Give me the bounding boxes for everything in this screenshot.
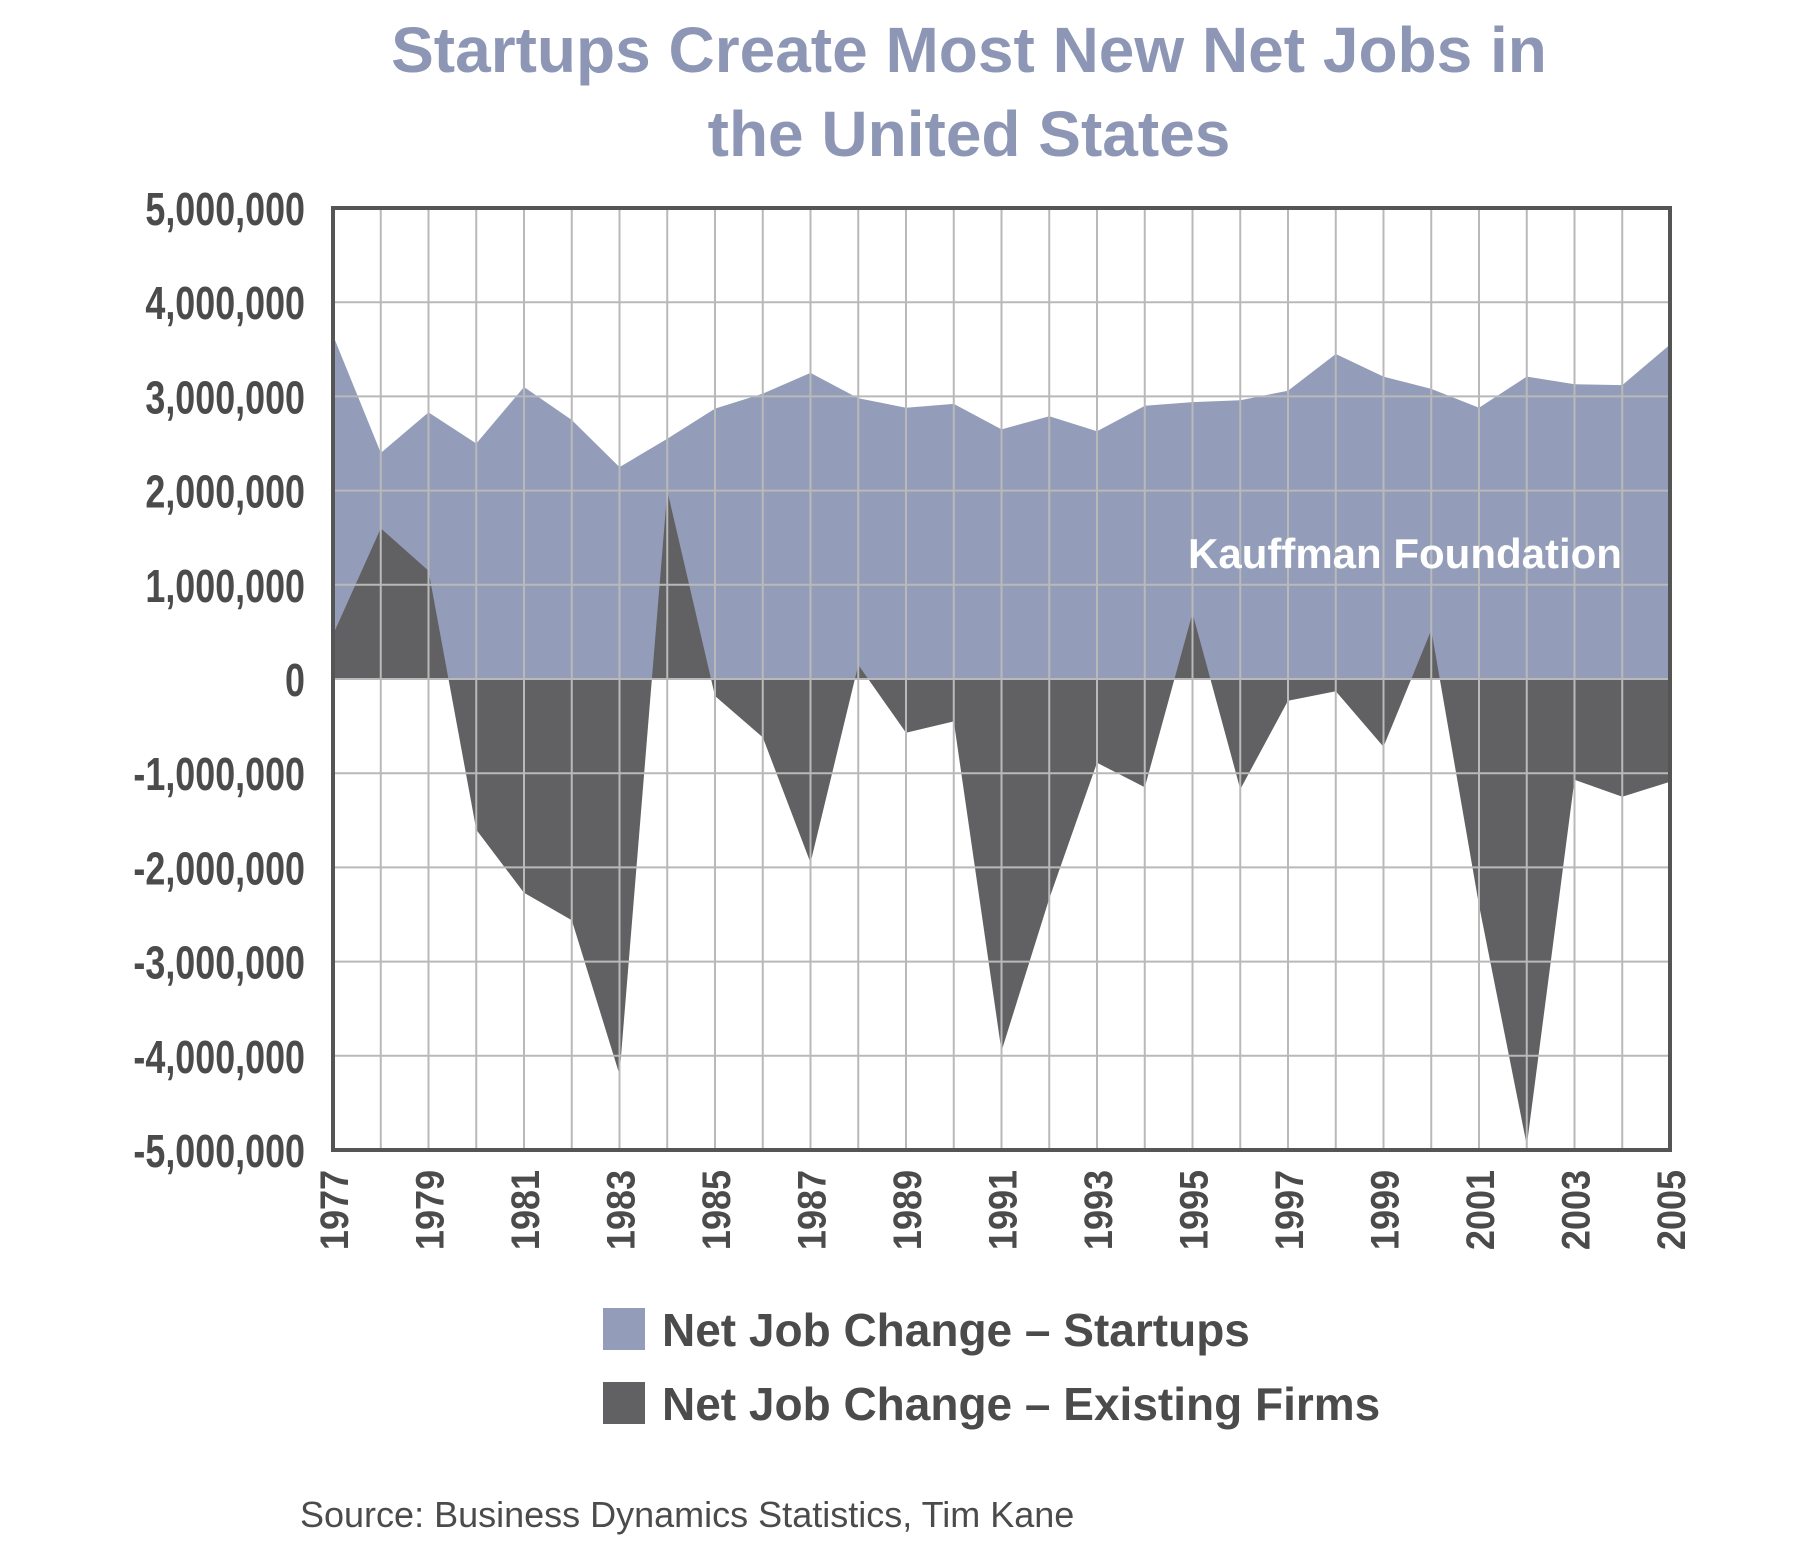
x-tick-label: 1983 xyxy=(600,1170,644,1250)
x-tick-label: 1997 xyxy=(1268,1170,1312,1250)
legend-swatch-existing xyxy=(603,1382,645,1424)
x-tick-label: 1987 xyxy=(791,1170,835,1250)
legend-label-startups: Net Job Change – Startups xyxy=(662,1304,1250,1356)
y-tick-label: -5,000,000 xyxy=(133,1126,305,1177)
y-tick-label: 4,000,000 xyxy=(145,278,305,329)
legend-swatch-startups xyxy=(603,1308,645,1350)
grid xyxy=(332,207,1671,1151)
legend: Net Job Change – Startups Net Job Change… xyxy=(603,1304,1380,1430)
y-tick-label: 0 xyxy=(285,655,305,706)
y-tick-label: -3,000,000 xyxy=(133,937,305,988)
x-tick-label: 1985 xyxy=(695,1170,739,1250)
y-axis: 5,000,000 4,000,000 3,000,000 2,000,000 1,00… xyxy=(133,184,305,1177)
x-tick-label: 1999 xyxy=(1364,1170,1408,1250)
chart-title-line-2: the United States xyxy=(708,98,1231,170)
source-note: Source: Business Dynamics Statistics, Ti… xyxy=(300,1494,1074,1535)
y-tick-label: 5,000,000 xyxy=(145,184,305,235)
x-axis: 1977 1979 1981 1983 1985 1987 1989 1991 1993 1995… xyxy=(313,1170,1694,1250)
y-tick-label: -4,000,000 xyxy=(133,1032,305,1083)
y-tick-label: 3,000,000 xyxy=(145,372,305,423)
chart-title-line-1: Startups Create Most New Net Jobs in xyxy=(391,14,1547,86)
x-tick-label: 1995 xyxy=(1173,1170,1217,1250)
x-tick-label: 2001 xyxy=(1459,1170,1503,1250)
y-tick-label: -1,000,000 xyxy=(133,749,305,800)
x-tick-label: 1989 xyxy=(886,1170,930,1250)
x-tick-label: 2003 xyxy=(1555,1170,1599,1250)
x-tick-label: 1979 xyxy=(409,1170,453,1250)
y-tick-label: 2,000,000 xyxy=(145,466,305,517)
x-tick-label: 1993 xyxy=(1077,1170,1121,1250)
x-tick-label: 1977 xyxy=(313,1170,357,1250)
y-tick-label: 1,000,000 xyxy=(145,561,305,612)
x-tick-label: 1981 xyxy=(504,1170,548,1250)
legend-label-existing: Net Job Change – Existing Firms xyxy=(662,1378,1380,1430)
y-tick-label: -2,000,000 xyxy=(133,843,305,894)
plot-frame xyxy=(331,206,1672,1152)
watermark-label: Kauffman Foundation xyxy=(1188,530,1622,577)
x-tick-label: 1991 xyxy=(982,1170,1026,1250)
x-tick-label: 2005 xyxy=(1650,1170,1694,1250)
